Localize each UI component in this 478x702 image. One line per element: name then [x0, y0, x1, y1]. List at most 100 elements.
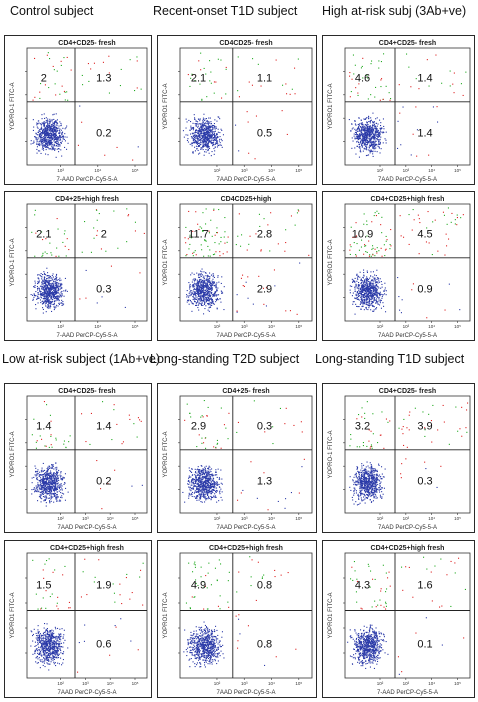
- event-dot: [194, 146, 196, 148]
- event-dot: [215, 127, 217, 129]
- event-dot: [362, 133, 364, 135]
- event-dot: [192, 152, 194, 154]
- event-dot: [363, 284, 365, 286]
- event-dot: [219, 298, 221, 300]
- event-dot: [364, 303, 366, 305]
- event-dot: [201, 147, 203, 149]
- event-dot: [360, 130, 362, 132]
- event-dot: [362, 138, 364, 140]
- event-dot: [127, 215, 129, 217]
- event-dot: [48, 125, 50, 127]
- event-dot: [55, 296, 57, 298]
- event-dot: [197, 132, 199, 134]
- event-dot: [444, 254, 446, 256]
- event-dot: [53, 309, 55, 311]
- event-dot: [182, 130, 184, 132]
- event-dot: [207, 275, 209, 277]
- event-dot: [207, 282, 209, 284]
- event-dot: [377, 136, 379, 138]
- event-dot: [39, 488, 41, 490]
- event-dot: [199, 136, 201, 138]
- event-dot: [366, 132, 368, 134]
- event-dot: [199, 295, 201, 297]
- event-dot: [366, 291, 368, 293]
- event-dot: [376, 296, 378, 298]
- event-dot: [365, 289, 367, 291]
- event-dot: [209, 298, 211, 300]
- event-dot: [199, 280, 201, 282]
- event-dot: [206, 127, 208, 129]
- event-dot: [60, 132, 62, 134]
- event-dot: [197, 281, 199, 283]
- event-dot: [210, 284, 212, 286]
- event-dot: [50, 472, 52, 474]
- event-dot: [372, 247, 374, 249]
- event-dot: [41, 118, 43, 120]
- event-dot: [217, 145, 219, 147]
- event-dot: [380, 61, 382, 63]
- event-dot: [213, 274, 215, 276]
- event-dot: [64, 128, 66, 130]
- event-dot: [368, 129, 370, 131]
- event-dot: [51, 291, 53, 293]
- event-dot: [367, 139, 369, 141]
- event-dot: [357, 293, 359, 295]
- event-dot: [57, 477, 59, 479]
- event-dot: [386, 239, 388, 241]
- event-dot: [47, 131, 49, 133]
- event-dot: [370, 130, 372, 132]
- event-dot: [210, 282, 212, 284]
- event-dot: [35, 136, 37, 138]
- event-dot: [384, 293, 386, 295]
- event-dot: [214, 242, 216, 244]
- event-dot: [44, 135, 46, 137]
- event-dot: [203, 278, 205, 280]
- event-dot: [50, 126, 52, 128]
- event-dot: [222, 292, 224, 294]
- event-dot: [50, 302, 52, 304]
- event-dot: [51, 466, 53, 468]
- event-dot: [43, 298, 45, 300]
- event-dot: [209, 134, 211, 136]
- event-dot: [196, 135, 198, 137]
- event-dot: [52, 490, 54, 492]
- event-dot: [212, 302, 214, 304]
- event-dot: [376, 269, 378, 271]
- event-dot: [212, 300, 214, 302]
- event-dot: [192, 284, 194, 286]
- event-dot: [192, 135, 194, 137]
- event-dot: [46, 484, 48, 486]
- event-dot: [380, 287, 382, 289]
- event-dot: [373, 309, 375, 311]
- event-dot: [207, 287, 209, 289]
- event-dot: [198, 292, 200, 294]
- event-dot: [213, 139, 215, 141]
- event-dot: [363, 309, 365, 311]
- event-dot: [36, 122, 38, 124]
- event-dot: [49, 295, 51, 297]
- event-dot: [205, 145, 207, 147]
- event-dot: [33, 286, 35, 288]
- event-dot: [87, 63, 89, 65]
- event-dot: [197, 289, 199, 291]
- event-dot: [52, 124, 54, 126]
- event-dot: [56, 472, 58, 474]
- event-dot: [211, 125, 213, 127]
- event-dot: [220, 59, 222, 61]
- event-dot: [202, 119, 204, 121]
- event-dot: [205, 285, 207, 287]
- event-dot: [46, 278, 48, 280]
- event-dot: [366, 146, 368, 148]
- event-dot: [426, 59, 428, 61]
- event-dot: [375, 132, 377, 134]
- event-dot: [210, 135, 212, 137]
- event-dot: [379, 134, 381, 136]
- event-dot: [54, 125, 56, 127]
- event-dot: [55, 497, 57, 499]
- event-dot: [360, 134, 362, 136]
- event-dot: [366, 135, 368, 137]
- event-dot: [368, 140, 370, 142]
- event-dot: [212, 282, 214, 284]
- event-dot: [202, 285, 204, 287]
- event-dot: [60, 60, 62, 62]
